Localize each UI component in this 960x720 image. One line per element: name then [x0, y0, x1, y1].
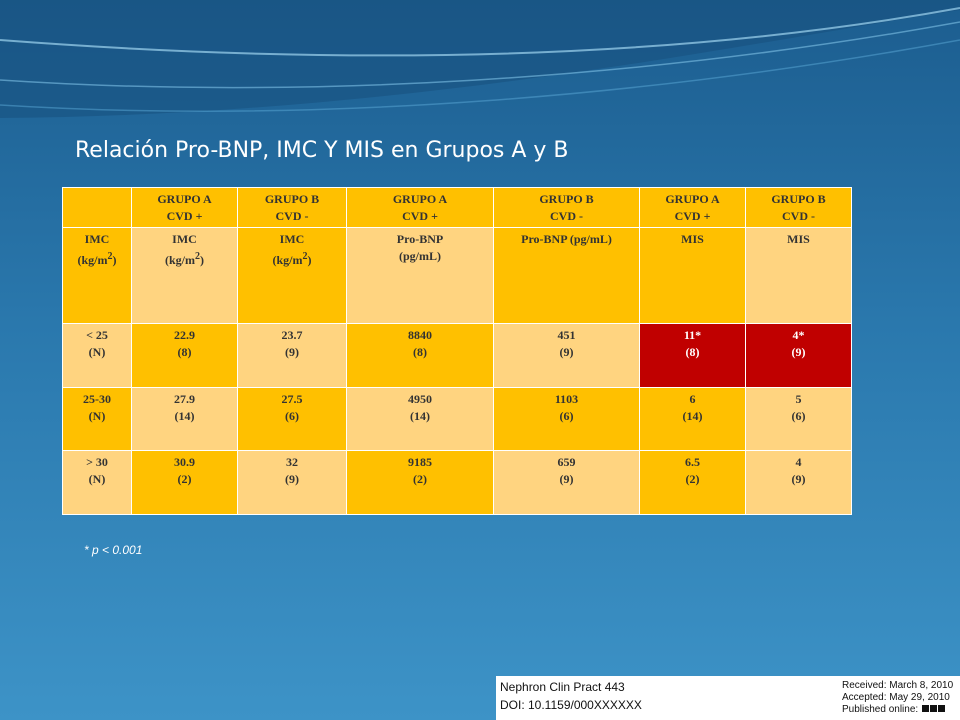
label-cell-probnp-a: Pro-BNP (pg/mL): [346, 227, 494, 324]
citation-doi: DOI: 10.1159/000XXXXXX: [500, 698, 642, 712]
citation-accepted: Accepted: May 29, 2010: [842, 692, 950, 703]
table-row: > 30 (N) 30.9 (2) 32 (9) 9185 (2) 659 (9) 6.5…: [62, 450, 852, 515]
table-row: < 25 (N) 22.9 (8) 23.7 (9) 8840 (8) 451 (9) 1…: [62, 323, 852, 388]
slide-title: Relación Pro-BNP, IMC Y MIS en Grupos A …: [75, 138, 569, 163]
label-cell-imc: IMC (kg/m2): [62, 227, 132, 324]
row-label-cell: > 30 (N): [62, 450, 132, 515]
table-cell: 30.9 (2): [131, 450, 238, 515]
header-cell-grupo-b-2: GRUPO B CVD -: [493, 187, 640, 228]
table-cell-highlighted: 4* (9): [745, 323, 852, 388]
table-cell: 659 (9): [493, 450, 640, 515]
citation-published: Published online:: [842, 704, 919, 715]
table-cell: 5 (6): [745, 387, 852, 451]
citation-received: Received: March 8, 2010: [842, 680, 954, 691]
table-cell: 4 (9): [745, 450, 852, 515]
table-cell: 27.5 (6): [237, 387, 347, 451]
header-cell-grupo-a-1: GRUPO A CVD +: [131, 187, 238, 228]
table-cell: 27.9 (14): [131, 387, 238, 451]
citation-journal: Nephron Clin Pract 443: [500, 680, 625, 694]
header-row: GRUPO A CVD + GRUPO B CVD - GRUPO A CVD + G…: [62, 187, 852, 228]
citation-dates: Received: March 8, 2010 Accepted: May 29…: [842, 680, 953, 716]
header-cell-grupo-a-3: GRUPO A CVD +: [639, 187, 746, 228]
table-cell: 451 (9): [493, 323, 640, 388]
header-cell-grupo-a-2: GRUPO A CVD +: [346, 187, 494, 228]
table-cell: 8840 (8): [346, 323, 494, 388]
table-cell: 23.7 (9): [237, 323, 347, 388]
label-cell-mis-b: MIS: [745, 227, 852, 324]
row-label-cell: 25-30 (N): [62, 387, 132, 451]
table-cell: 4950 (14): [346, 387, 494, 451]
header-cell-grupo-b-3: GRUPO B CVD -: [745, 187, 852, 228]
label-row: IMC (kg/m2) IMC (kg/m2) IMC (kg/m2) Pro-BNP…: [62, 227, 852, 324]
table-cell: 6 (14): [639, 387, 746, 451]
row-label-cell: < 25 (N): [62, 323, 132, 388]
table-cell: 22.9 (8): [131, 323, 238, 388]
label-cell-probnp-b: Pro-BNP (pg/mL): [493, 227, 640, 324]
label-cell-mis-a: MIS: [639, 227, 746, 324]
table-cell: 32 (9): [237, 450, 347, 515]
table-cell: 9185 (2): [346, 450, 494, 515]
citation-published-line: Published online:: [842, 704, 953, 716]
header-cell-empty: [62, 187, 132, 228]
table-cell: 6.5 (2): [639, 450, 746, 515]
data-table: GRUPO A CVD + GRUPO B CVD - GRUPO A CVD + G…: [62, 187, 852, 515]
label-cell-imc-a: IMC (kg/m2): [131, 227, 238, 324]
label-cell-imc-b: IMC (kg/m2): [237, 227, 347, 324]
footnote: * p < 0.001: [84, 543, 143, 557]
table-cell-highlighted: 11* (8): [639, 323, 746, 388]
decorative-swoosh: [0, 0, 960, 118]
table-row: 25-30 (N) 27.9 (14) 27.5 (6) 4950 (14) 1103(…: [62, 387, 852, 451]
citation-box: Nephron Clin Pract 443 DOI: 10.1159/000X…: [496, 676, 960, 720]
table-cell: 1103 (6): [493, 387, 640, 451]
header-cell-grupo-b-1: GRUPO B CVD -: [237, 187, 347, 228]
